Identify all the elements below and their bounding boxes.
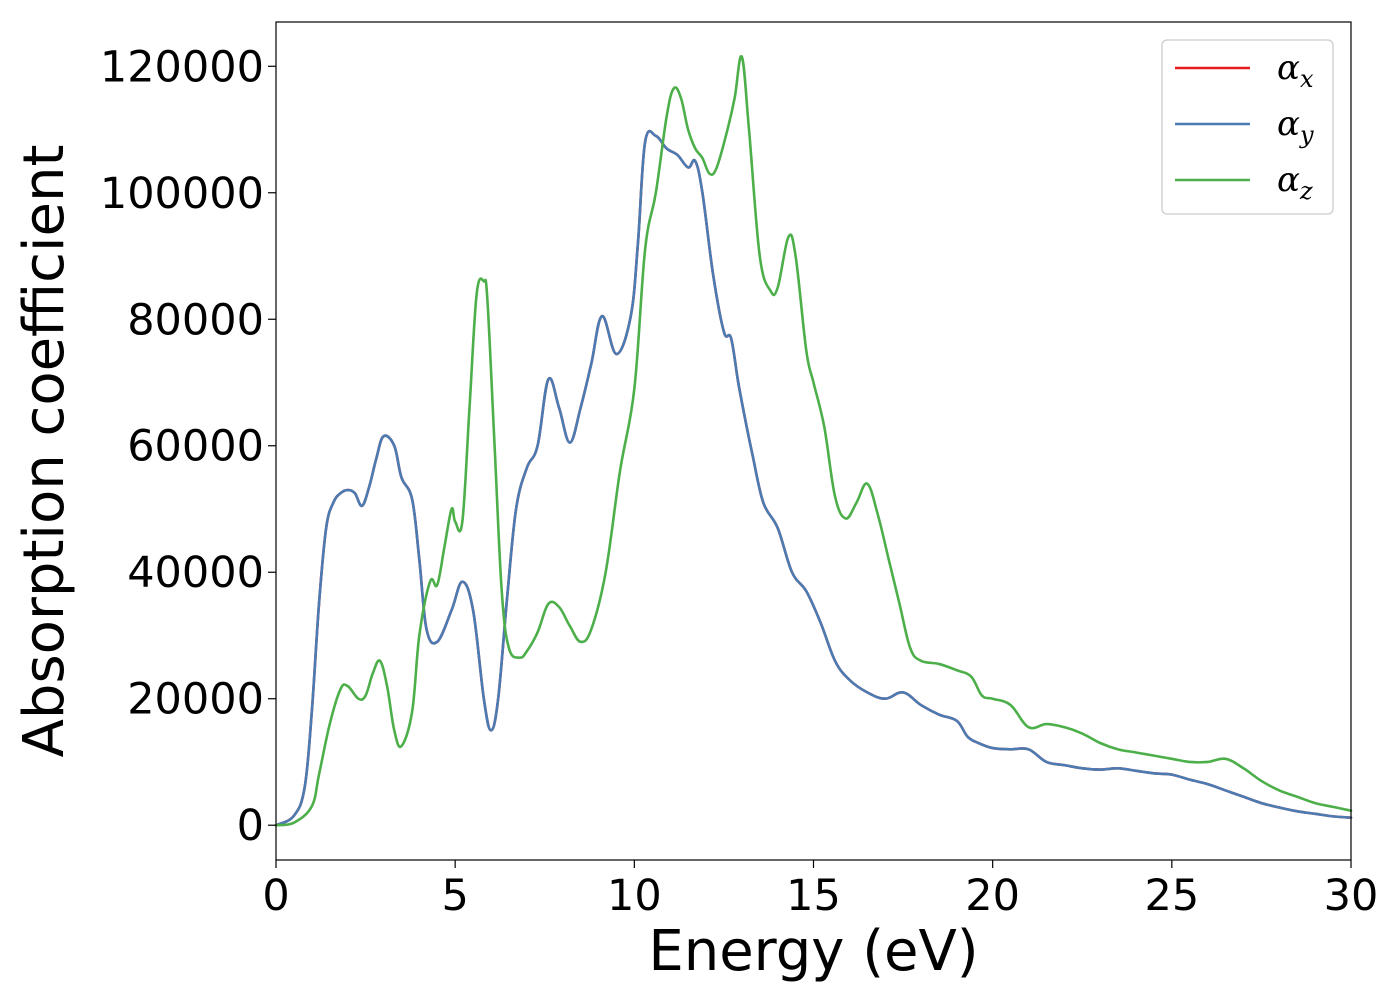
- y-tick-label: 80000: [127, 295, 264, 345]
- y-tick-label: 40000: [127, 548, 264, 598]
- legend-label-alpha-y: αy: [1277, 104, 1314, 149]
- legend-symbol: α: [1277, 104, 1300, 144]
- y-axis-label: Absorption coefficient: [12, 145, 77, 758]
- series-line-alpha-y: [274, 130, 1353, 827]
- y-tick-label: 0: [237, 801, 264, 851]
- plot-area: [274, 21, 1353, 861]
- y-axis: 0 20000 40000 60000 80000 100000 120000: [100, 42, 276, 851]
- x-tick-label: 30: [1324, 871, 1379, 921]
- x-axis: 0 5 10 15 20 25 30: [262, 860, 1378, 921]
- y-tick-label: 60000: [127, 422, 264, 472]
- x-tick-label: 15: [786, 871, 841, 921]
- y-tick-label: 100000: [100, 169, 264, 219]
- legend-symbol: α: [1277, 160, 1300, 200]
- legend-subscript: z: [1299, 177, 1313, 205]
- x-tick-label: 25: [1144, 871, 1199, 921]
- x-tick-label: 10: [607, 871, 662, 921]
- legend-symbol: α: [1277, 48, 1300, 88]
- legend-subscript: y: [1299, 121, 1314, 149]
- legend-label-alpha-z: αz: [1277, 160, 1313, 205]
- x-tick-label: 20: [965, 871, 1020, 921]
- series-layer: [274, 55, 1353, 827]
- legend-label-alpha-x: αx: [1277, 48, 1314, 93]
- y-tick-label: 20000: [127, 675, 264, 725]
- x-tick-label: 0: [262, 871, 289, 921]
- legend-box: [1161, 39, 1334, 215]
- series-line-alpha-z: [274, 55, 1353, 827]
- x-tick-label: 5: [441, 871, 468, 921]
- legend-subscript: x: [1300, 65, 1314, 93]
- x-axis-label: Energy (eV): [648, 919, 978, 984]
- y-tick-label: 120000: [100, 42, 264, 92]
